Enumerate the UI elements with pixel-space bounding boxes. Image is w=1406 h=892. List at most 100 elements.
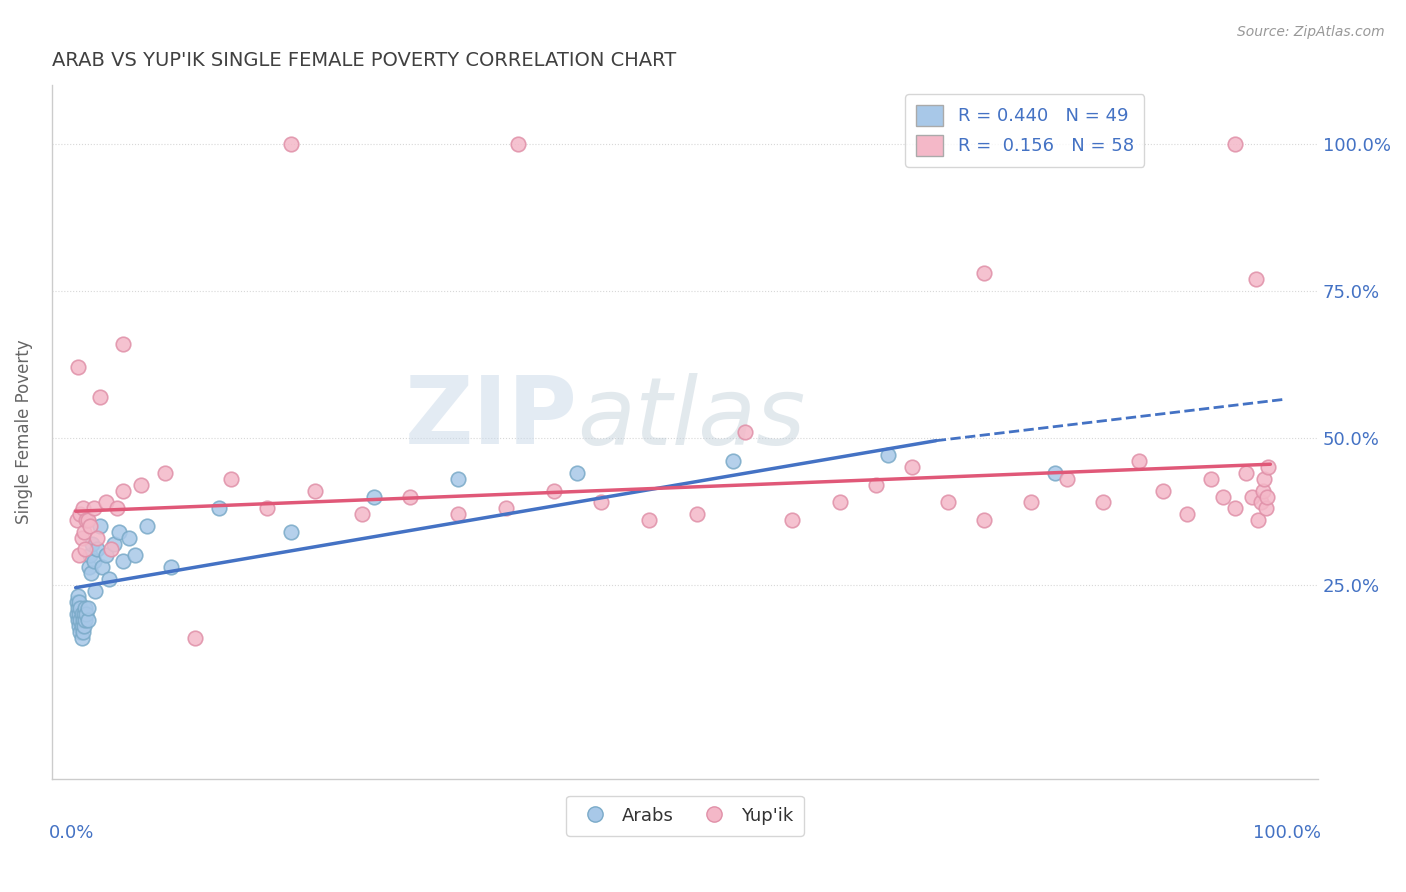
Point: [219, 472, 242, 486]
Point: [304, 483, 326, 498]
Point: [75, 601, 97, 615]
Point: [70, 607, 93, 621]
Point: [399, 490, 422, 504]
Point: [352, 507, 374, 521]
Point: [67, 590, 90, 604]
Point: [73, 524, 96, 539]
Point: [363, 490, 385, 504]
Point: [76, 613, 98, 627]
Point: [86, 542, 108, 557]
Point: [567, 466, 589, 480]
Point: [69, 601, 91, 615]
Point: [686, 507, 709, 521]
Point: [280, 136, 302, 151]
Point: [94, 549, 117, 563]
Point: [107, 501, 129, 516]
Point: [76, 513, 98, 527]
Point: [1256, 490, 1278, 504]
Point: [1244, 272, 1267, 286]
Point: [83, 583, 105, 598]
Point: [75, 613, 97, 627]
Point: [1247, 513, 1270, 527]
Point: [89, 390, 111, 404]
Point: [447, 507, 470, 521]
Text: ARAB VS YUP'IK SINGLE FEMALE POVERTY CORRELATION CHART: ARAB VS YUP'IK SINGLE FEMALE POVERTY COR…: [52, 51, 676, 70]
Point: [76, 601, 98, 615]
Point: [973, 513, 995, 527]
Point: [447, 472, 470, 486]
Point: [79, 549, 101, 563]
Point: [112, 483, 135, 498]
Point: [136, 519, 159, 533]
Point: [973, 266, 995, 280]
Point: [936, 495, 959, 509]
Point: [184, 631, 207, 645]
Point: [67, 549, 90, 563]
Point: [1212, 490, 1234, 504]
Point: [98, 572, 121, 586]
Point: [877, 449, 900, 463]
Point: [69, 507, 91, 521]
Point: [83, 554, 105, 568]
Text: 100.0%: 100.0%: [1253, 823, 1320, 842]
Point: [75, 607, 97, 621]
Point: [1253, 472, 1275, 486]
Point: [160, 560, 183, 574]
Point: [1241, 490, 1264, 504]
Point: [103, 536, 125, 550]
Point: [1223, 136, 1246, 151]
Point: [79, 519, 101, 533]
Point: [73, 619, 96, 633]
Point: [82, 536, 104, 550]
Point: [66, 595, 89, 609]
Point: [131, 477, 153, 491]
Point: [75, 513, 97, 527]
Point: [100, 542, 122, 557]
Point: [1152, 483, 1174, 498]
Point: [506, 136, 529, 151]
Text: ZIP: ZIP: [405, 372, 578, 464]
Point: [66, 607, 89, 621]
Point: [280, 524, 302, 539]
Point: [865, 477, 887, 491]
Point: [73, 607, 96, 621]
Point: [69, 613, 91, 627]
Point: [208, 501, 231, 516]
Y-axis label: Single Female Poverty: Single Female Poverty: [15, 340, 32, 524]
Point: [67, 613, 90, 627]
Point: [80, 566, 103, 580]
Point: [1223, 501, 1246, 516]
Point: [83, 501, 105, 516]
Point: [72, 613, 94, 627]
Point: [67, 619, 90, 633]
Point: [67, 360, 90, 375]
Point: [66, 513, 89, 527]
Point: [72, 624, 94, 639]
Point: [734, 425, 756, 439]
Point: [1056, 472, 1078, 486]
Point: [1251, 483, 1274, 498]
Point: [638, 513, 661, 527]
Point: [1021, 495, 1043, 509]
Point: [1254, 501, 1277, 516]
Point: [107, 524, 129, 539]
Point: [69, 624, 91, 639]
Point: [1257, 460, 1279, 475]
Point: [495, 501, 517, 516]
Text: 0.0%: 0.0%: [49, 823, 94, 842]
Point: [90, 560, 112, 574]
Point: [1175, 507, 1198, 521]
Point: [124, 549, 146, 563]
Point: [782, 513, 804, 527]
Point: [70, 631, 93, 645]
Text: Source: ZipAtlas.com: Source: ZipAtlas.com: [1237, 25, 1385, 39]
Point: [155, 466, 177, 480]
Point: [70, 531, 93, 545]
Point: [112, 336, 135, 351]
Point: [118, 531, 141, 545]
Point: [591, 495, 613, 509]
Point: [77, 560, 100, 574]
Point: [1092, 495, 1115, 509]
Point: [86, 531, 108, 545]
Text: atlas: atlas: [578, 373, 806, 464]
